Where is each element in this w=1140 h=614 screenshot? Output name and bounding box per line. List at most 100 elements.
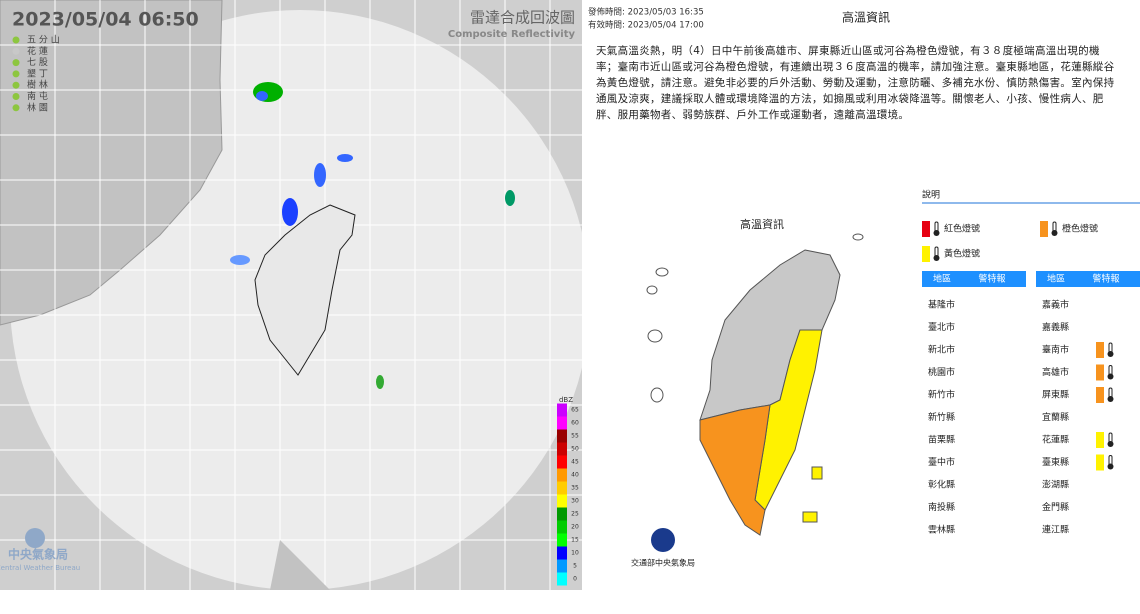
colorbar-tick: 65 (571, 407, 579, 414)
colorbar-tick: 40 (571, 472, 579, 479)
station-dot (12, 70, 20, 78)
station-dot (12, 93, 20, 100)
region-name: 宜蘭縣 (1042, 411, 1069, 423)
station-name: 七 股 (27, 57, 48, 68)
region-name: 高雄市 (1042, 366, 1069, 378)
warning-swatch (1096, 454, 1104, 471)
legend-swatch (1040, 221, 1048, 237)
valid: 有效時間: 2023/05/04 17:00 (588, 20, 704, 31)
region-name: 花蓮縣 (1042, 434, 1069, 446)
island (811, 466, 823, 480)
thermometer-icon (1107, 441, 1114, 447)
heat-title: 高溫資訊 (842, 10, 890, 25)
colorbar-tick: 20 (571, 524, 579, 531)
station-name: 墾 丁 (27, 67, 48, 79)
radar-title: 雷達合成回波圖 (470, 9, 575, 27)
header-warning: 警特報 (1092, 273, 1119, 285)
legend-swatch (922, 221, 930, 237)
thermometer-icon (1107, 463, 1114, 470)
station-name: 五 分 山 (27, 35, 60, 46)
colorbar-label: dBZ (559, 396, 573, 404)
logo-icon (25, 528, 45, 548)
region-name: 屏東縣 (1042, 389, 1069, 401)
map-title: 高溫資訊 (740, 217, 784, 231)
colorbar-tick: 5 (573, 563, 577, 570)
colorbar-tick: 0 (573, 576, 577, 583)
station-name: 花 蓮 (27, 45, 48, 57)
station-name: 南 屯 (27, 90, 48, 102)
table-header (922, 271, 1026, 287)
legend-label: 橙色燈號 (1062, 223, 1098, 235)
station-dot (12, 104, 20, 112)
description: 天氣高溫炎熱，明（4）日中午前後高雄市、屏東縣近山區或河谷為橙色燈號，有３８度極… (596, 45, 1115, 121)
warning-swatch (1096, 432, 1104, 448)
station-dot (12, 81, 20, 89)
region-name: 新竹縣 (928, 411, 955, 423)
legend-title: 說明 (922, 189, 940, 201)
colorbar-tick: 15 (571, 537, 579, 544)
region-name: 基隆市 (928, 299, 955, 311)
colorbar-swatch (557, 429, 567, 443)
region-orange (699, 404, 771, 536)
warning-swatch (1096, 342, 1104, 358)
heat-logo: 交通部中央氣象局 (631, 558, 695, 568)
region-name: 金門縣 (1042, 501, 1069, 513)
colorbar-swatch (557, 572, 567, 586)
colorbar-swatch (557, 416, 567, 430)
region-name: 桃園市 (928, 366, 955, 378)
colorbar-swatch (557, 494, 567, 508)
colorbar-swatch (557, 533, 567, 547)
colorbar-tick: 35 (571, 485, 579, 492)
colorbar-swatch (557, 507, 567, 521)
warning-swatch (1096, 364, 1104, 381)
station-name: 樹 林 (27, 79, 48, 91)
station-name: 林 園 (27, 101, 48, 113)
colorbar-tick: 10 (571, 550, 579, 557)
legend-swatch (922, 246, 930, 262)
region-name: 臺北市 (928, 321, 955, 333)
station-dot (12, 59, 20, 67)
legend-label: 黃色燈號 (944, 248, 980, 260)
header-region: 地區 (1047, 273, 1065, 285)
heat-bg (582, 0, 1140, 614)
taiwan-outline (254, 204, 356, 376)
header-warning: 警特報 (978, 273, 1005, 285)
colorbar-swatch (557, 455, 567, 469)
colorbar-swatch (557, 468, 567, 482)
colorbar-swatch (557, 403, 567, 417)
region-name: 苗栗縣 (928, 435, 955, 446)
region-name: 彰化縣 (928, 479, 955, 491)
legend-label: 紅色燈號 (944, 223, 980, 235)
thermometer-icon (933, 255, 940, 261)
logo-icon (651, 528, 675, 552)
colorbar-swatch (557, 559, 567, 573)
timestamp: 2023/05/04 06:50 (12, 9, 199, 31)
warning-swatch (1096, 387, 1104, 403)
colorbar-swatch (557, 520, 567, 534)
colorbar-tick: 60 (571, 420, 579, 427)
region-name: 嘉義市 (1042, 299, 1069, 311)
thermometer-icon (1107, 373, 1114, 380)
colorbar-tick: 30 (571, 498, 579, 505)
region-name: 臺中市 (928, 456, 955, 468)
station-dot (12, 47, 20, 55)
region-name: 臺東縣 (1042, 456, 1069, 468)
header-region: 地區 (933, 273, 951, 285)
colorbar-tick: 25 (571, 511, 579, 518)
thermometer-icon (933, 230, 940, 236)
region-name: 嘉義縣 (1042, 321, 1069, 333)
region-name: 南投縣 (928, 501, 955, 513)
region-name: 雲林縣 (928, 524, 955, 536)
region-name: 澎湖縣 (1042, 479, 1069, 491)
thermometer-icon (1107, 351, 1114, 357)
colorbar-swatch (557, 481, 567, 495)
thermometer-icon (1051, 230, 1058, 236)
colorbar-tick: 50 (571, 446, 579, 453)
radar-echoes (230, 82, 515, 389)
islands (646, 233, 864, 403)
thermometer-icon (1107, 396, 1114, 402)
colorbar-tick: 45 (571, 459, 579, 466)
island (270, 540, 330, 590)
region-name: 臺南市 (1042, 344, 1069, 356)
